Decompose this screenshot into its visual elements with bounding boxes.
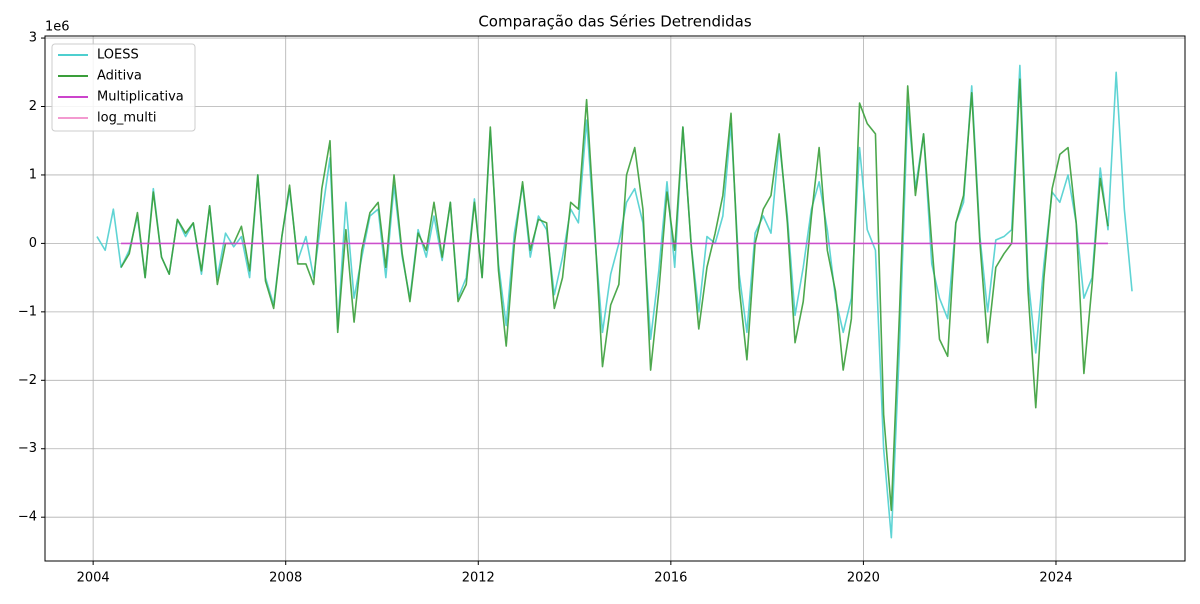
y-tick-label: 0 bbox=[29, 236, 37, 251]
x-tick-label: 2008 bbox=[269, 571, 302, 586]
y-tick-label: −3 bbox=[18, 441, 37, 456]
legend-label: Multiplicativa bbox=[97, 90, 184, 105]
x-tick-label: 2020 bbox=[847, 571, 880, 586]
y-tick-label: 2 bbox=[29, 99, 37, 114]
legend-label: LOESS bbox=[97, 48, 139, 63]
y-tick-label: 1 bbox=[29, 167, 37, 182]
plot-frame bbox=[44, 35, 1186, 562]
legend-label: Aditiva bbox=[97, 69, 142, 84]
y-tick-label: −2 bbox=[18, 373, 37, 388]
x-tick-label: 2012 bbox=[462, 571, 495, 586]
x-tick-label: 2024 bbox=[1039, 571, 1072, 586]
y-tick-label: −1 bbox=[18, 304, 37, 319]
y-tick-label: 3 bbox=[29, 31, 37, 46]
series-line bbox=[120, 78, 1109, 512]
chart-title: Comparação das Séries Detrendidas bbox=[478, 13, 752, 31]
x-tick-label: 2004 bbox=[77, 571, 110, 586]
axis-offset: 1e6 bbox=[45, 20, 70, 35]
x-tick-label: 2016 bbox=[654, 571, 687, 586]
y-tick-label: −4 bbox=[18, 510, 37, 525]
legend-box bbox=[51, 43, 196, 132]
legend: LOESS Aditiva Multiplicativa log_multi bbox=[51, 43, 196, 132]
legend-label: log_multi bbox=[97, 111, 157, 126]
series-line bbox=[96, 64, 1133, 539]
